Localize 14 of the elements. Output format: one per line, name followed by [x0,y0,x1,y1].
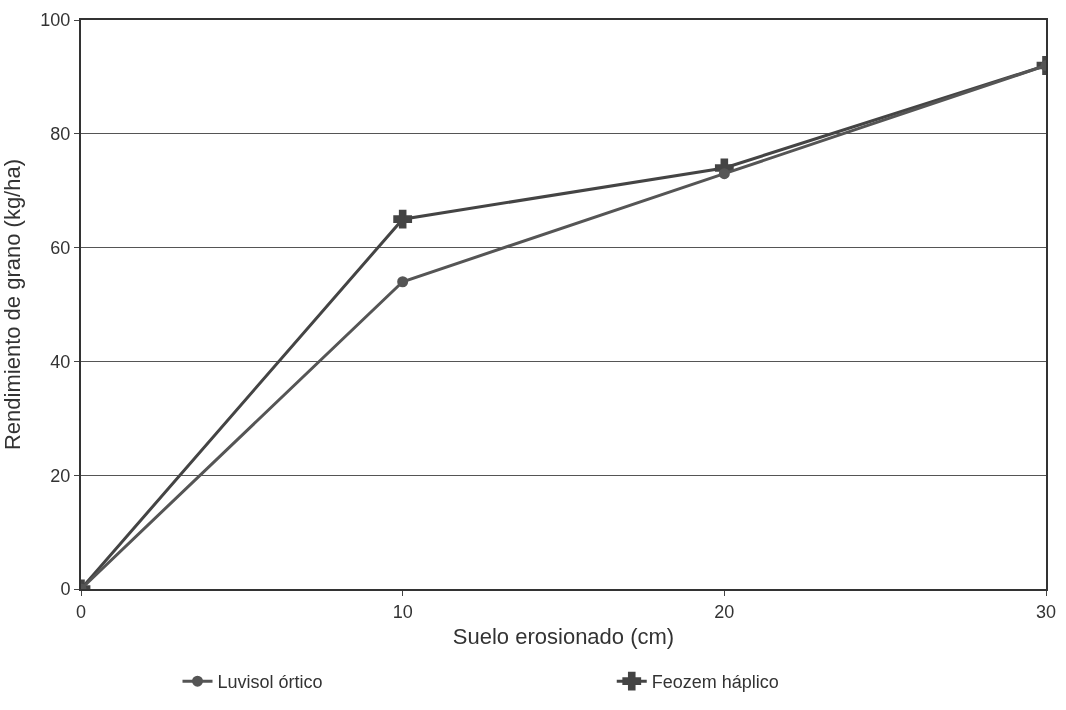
y-tick-label: 0 [60,579,71,600]
y-tick-label: 100 [40,10,71,31]
y-tick-label: 40 [50,351,71,372]
y-tick-label: 60 [50,237,71,258]
x-axis-title: Suelo erosionado (cm) [452,624,675,649]
x-tick-label: 20 [714,601,735,622]
legend-label: Feozem háplico [651,672,779,693]
x-tick-label: 10 [392,601,413,622]
y-axis-title: Rendimiento de grano (kg/ha) [0,158,25,451]
x-tick-label: 0 [75,601,87,622]
y-tick-label: 20 [50,465,71,486]
y-tick-label: 80 [50,124,71,145]
x-tick-label: 30 [1035,601,1057,622]
legend-label: Luvisol órtico [217,672,323,693]
